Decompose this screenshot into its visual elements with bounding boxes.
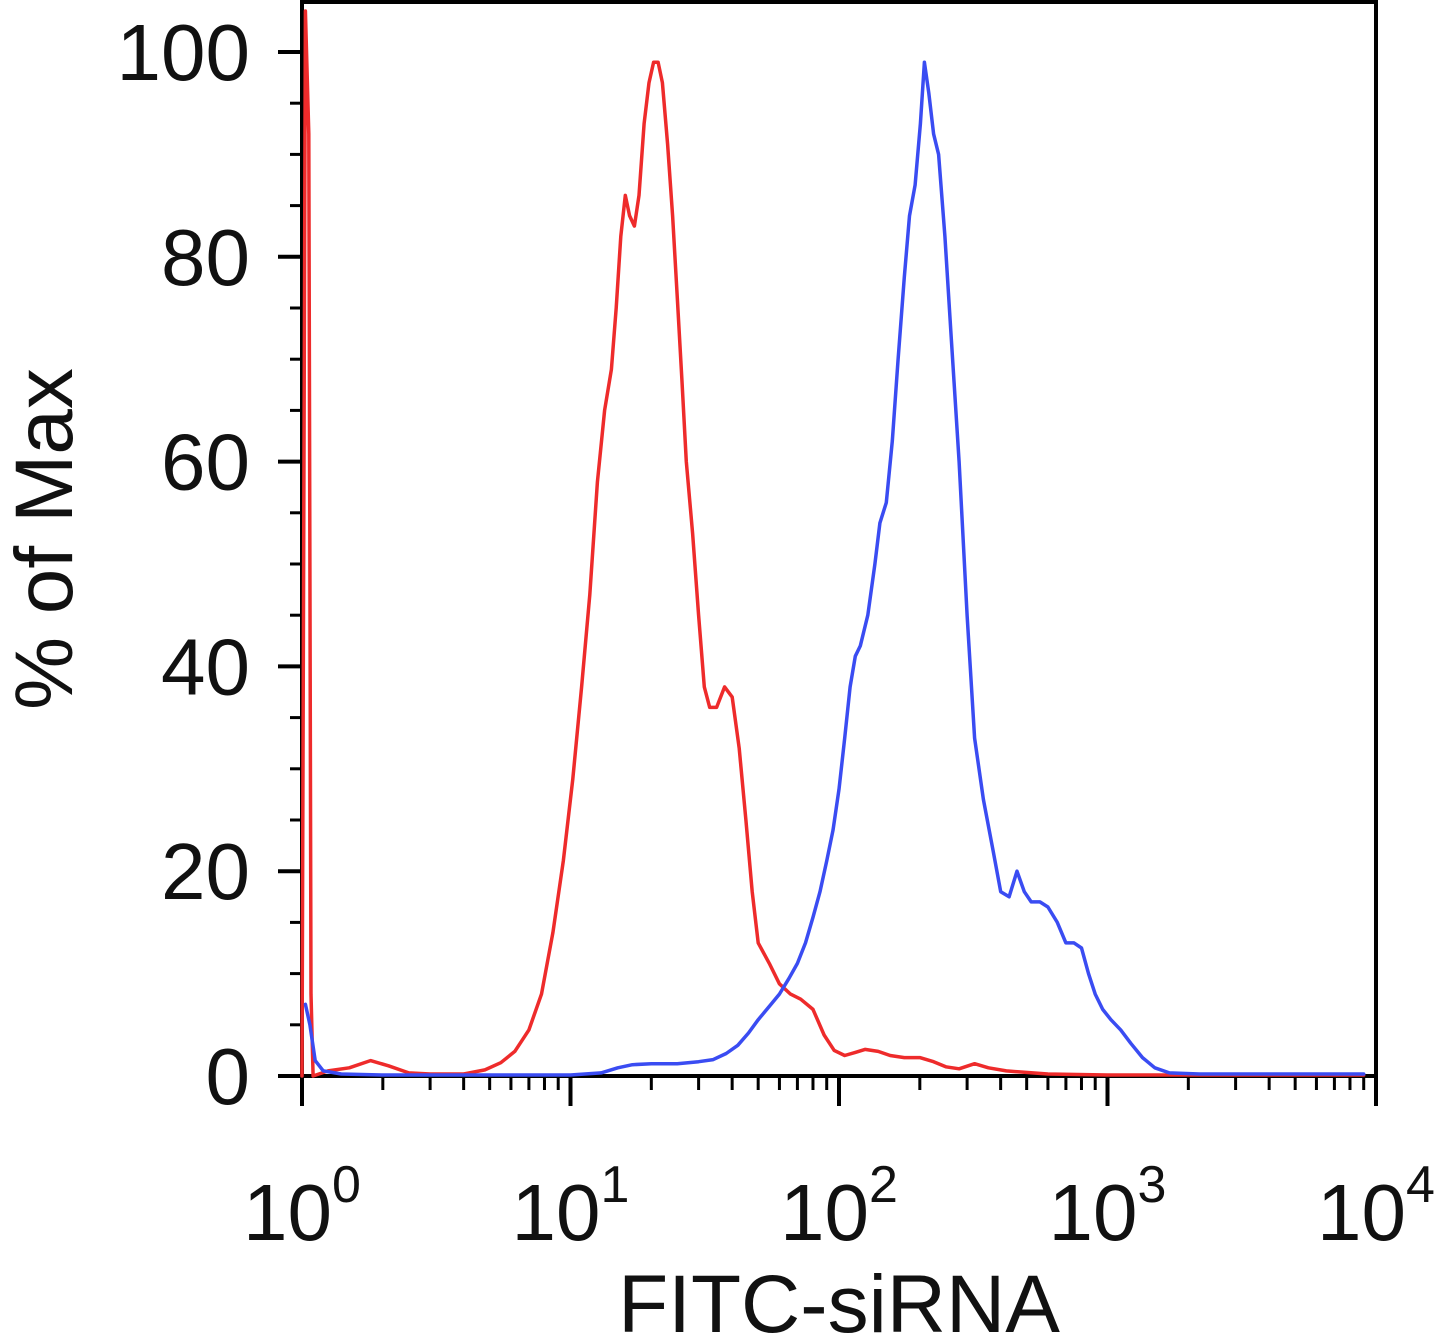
y-axis-title: % of Max [0,368,90,710]
y-tick-label: 40 [161,622,250,711]
x-tick-label: 101 [512,1156,630,1257]
x-tick-label: 104 [1317,1156,1435,1257]
x-tick-label: 102 [780,1156,898,1257]
x-tick-label: 103 [1049,1156,1167,1257]
y-tick-label: 60 [161,418,250,507]
y-tick-label: 20 [161,827,250,916]
plot-frame [300,0,1378,1078]
x-tick-label: 100 [243,1156,361,1257]
series-layer [300,9,1366,1078]
y-minor-ticks [290,101,302,1027]
x-axis-ticks: 100 101 102 103 104 [243,1076,1435,1257]
y-tick-label: 0 [206,1032,251,1121]
series-line-1 [300,9,1366,1078]
y-tick-label: 80 [161,213,250,302]
y-axis-ticks: 0 20 40 60 80 100 [117,8,302,1121]
x-axis-title: FITC-siRNA [618,1259,1060,1342]
series-line-2 [303,60,1366,1077]
y-tick-label: 100 [117,8,250,97]
x-minor-ticks [381,1076,1366,1090]
